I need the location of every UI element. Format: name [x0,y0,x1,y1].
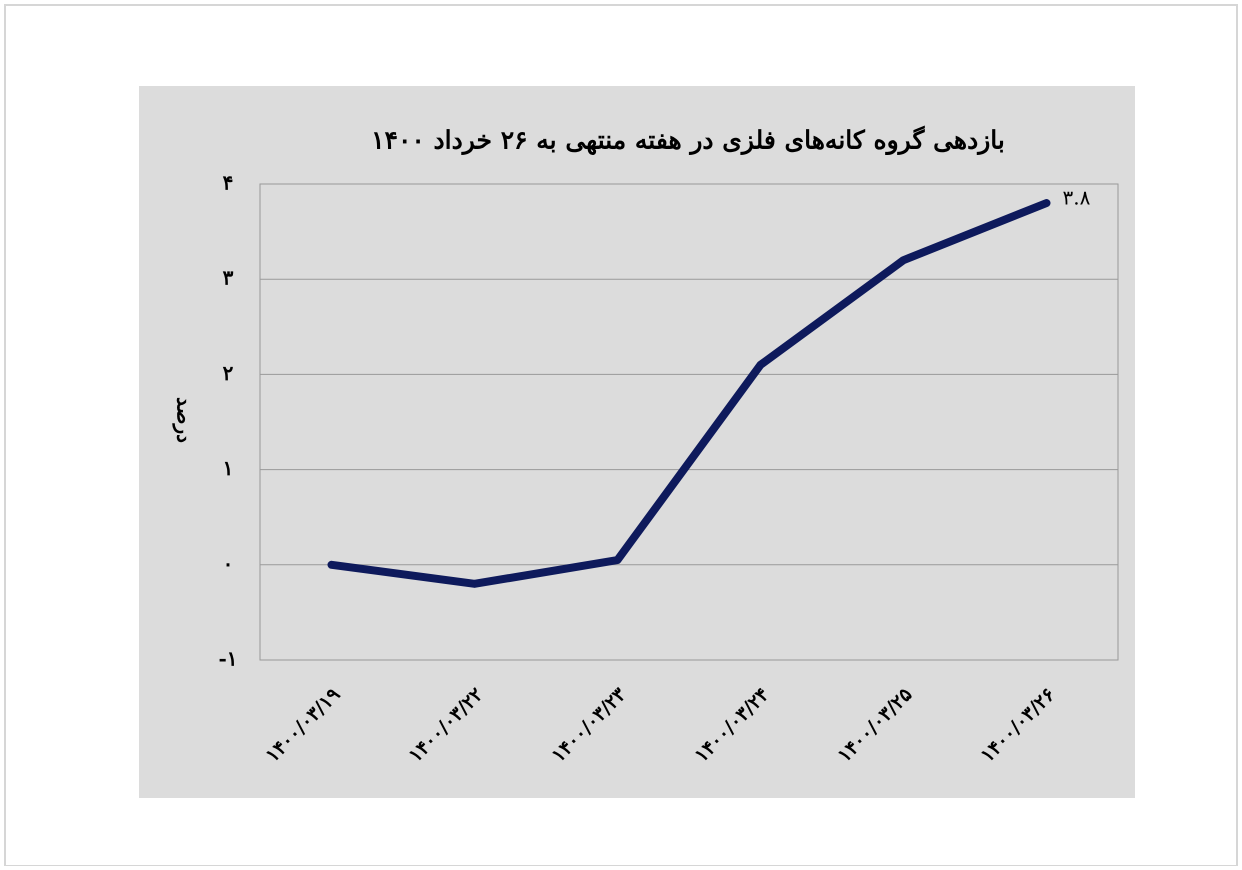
y-tick-label: ۱ [223,456,234,480]
chart-title: بازدهی گروه کانه‌های فلزی در هفته منتهی … [371,125,1005,156]
y-tick-label: ۰ [223,551,234,575]
y-tick-label: -۱ [218,647,237,671]
plot-area [259,183,1119,661]
y-axis-label: درصد [172,397,197,443]
data-label: ۳.۸ [1063,186,1091,210]
y-tick-label: ۳ [223,266,234,290]
data-line [327,199,1051,588]
y-tick-label: ۴ [223,171,234,195]
y-tick-label: ۲ [223,361,234,385]
